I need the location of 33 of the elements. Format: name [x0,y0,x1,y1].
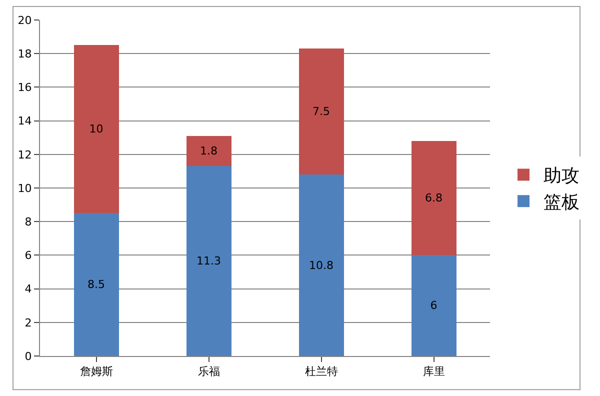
bar [74,45,119,214]
y-tick-label: 18 [18,47,32,60]
y-tick-label: 8 [24,215,32,228]
bar [186,166,232,356]
x-tick-label: 杜兰特 [304,365,338,378]
data-label: 8.5 [88,278,105,292]
legend-label: 助攻 [544,166,580,187]
y-tick-label: 4 [24,282,32,296]
y-tick-label: 20 [18,14,32,27]
legend-label: 篮板 [544,192,580,214]
y-tick-label: 2 [24,316,32,330]
y-tick-label: 12 [18,148,32,162]
y-tick-label: 10 [18,182,32,195]
x-tick-label: 库里 [422,365,445,378]
bar [74,213,119,356]
data-label: 1.8 [200,144,218,158]
y-tick-label: 6 [24,249,32,262]
data-label: 11.3 [196,254,221,268]
x-tick-label: 乐福 [198,365,220,378]
data-label: 6 [430,299,438,312]
x-tick-label: 詹姆斯 [80,365,113,378]
bar [411,255,456,356]
bar [411,140,456,256]
data-label: 10.8 [309,258,334,272]
bar [298,174,344,356]
data-label: 10 [89,122,104,136]
y-tick-label: 0 [24,350,32,363]
bar [298,48,344,175]
y-tick-label: 16 [18,81,32,94]
data-label: 6.8 [425,192,442,205]
y-tick-label: 14 [18,114,32,128]
data-label: 7.5 [312,105,330,118]
bar [186,136,232,166]
